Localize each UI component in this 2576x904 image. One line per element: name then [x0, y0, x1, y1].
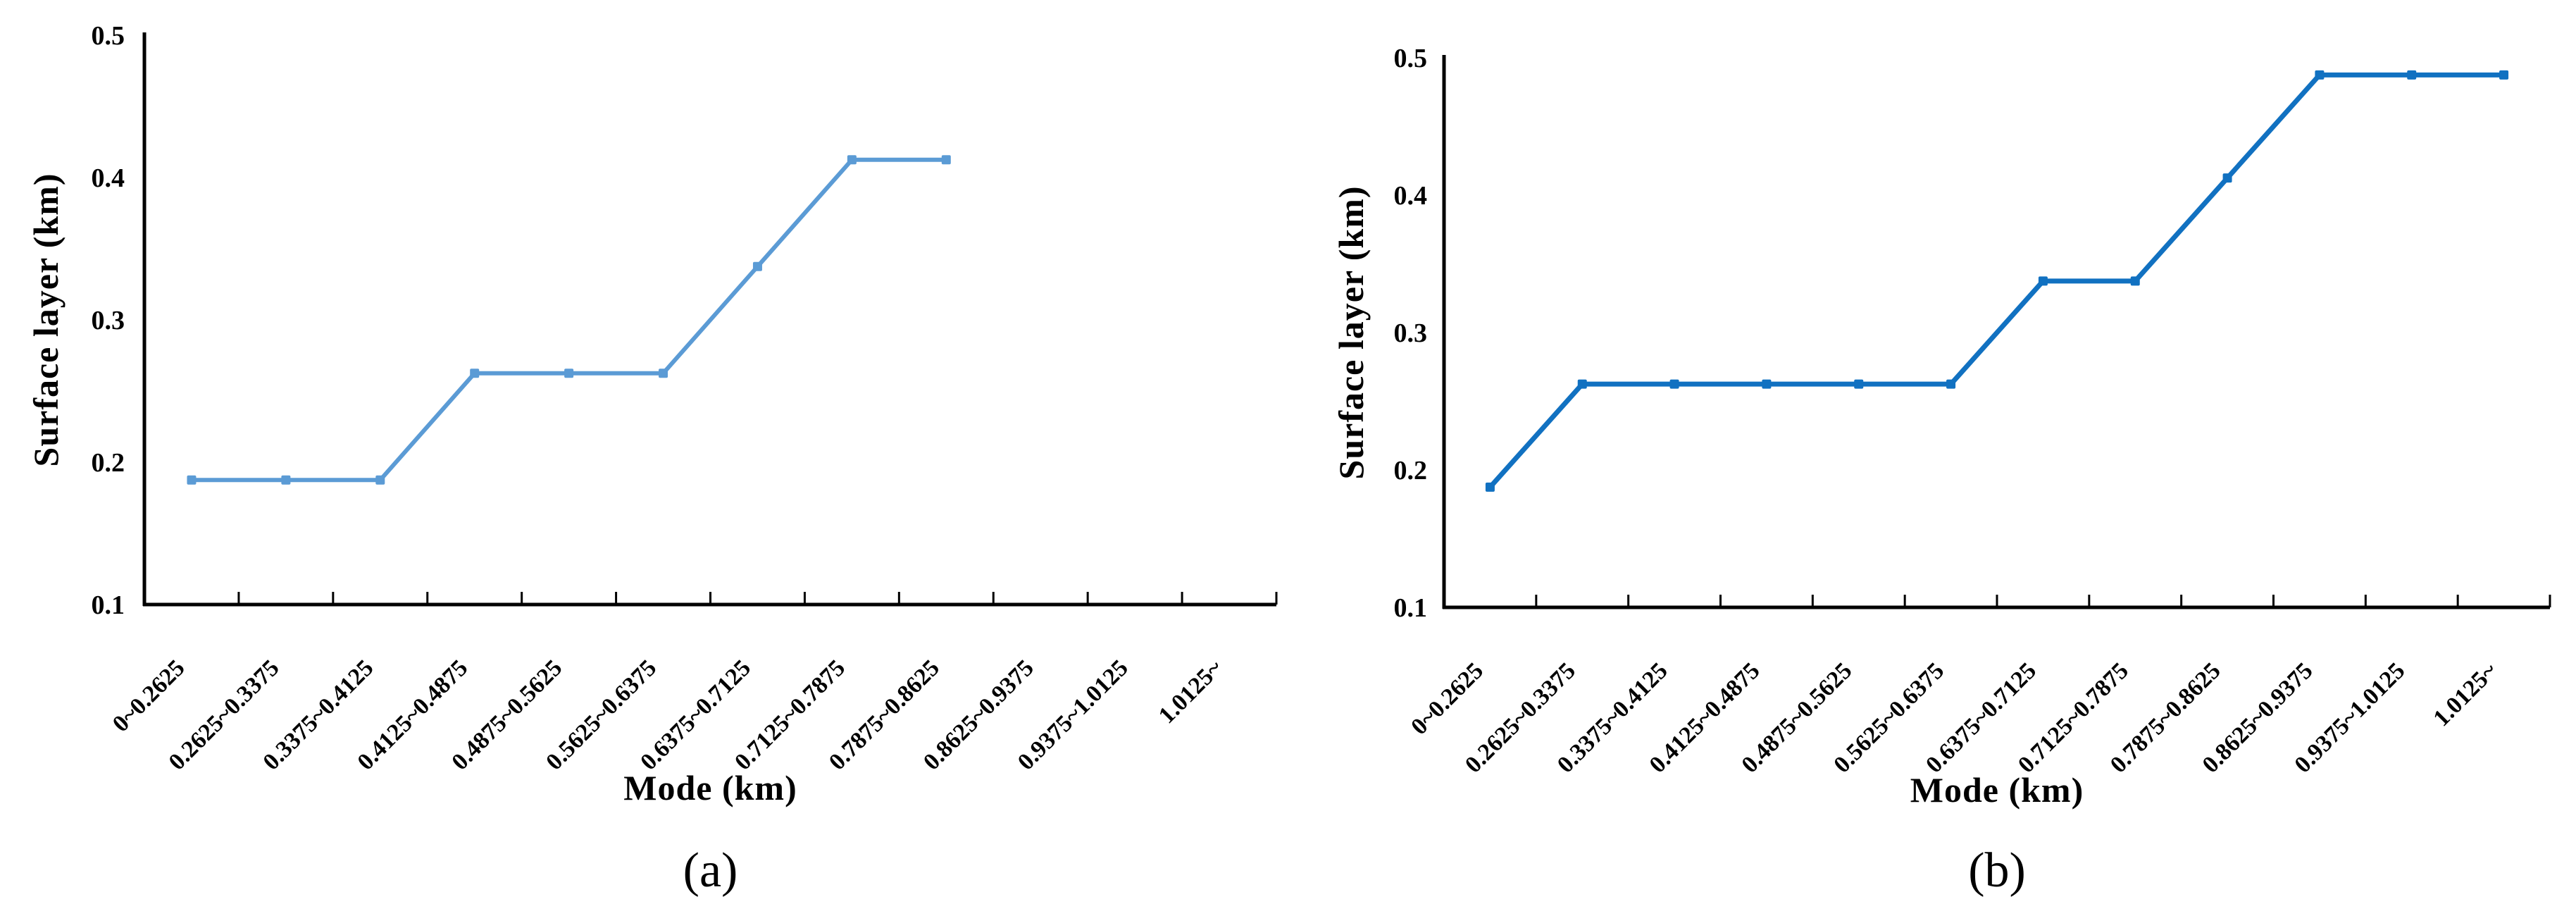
y-tick-label: 0.5 — [92, 21, 125, 51]
y-tick-label: 0.1 — [92, 590, 125, 620]
y-tick-label: 0.3 — [92, 306, 125, 335]
data-point-marker — [187, 475, 197, 485]
x-axis-title: Mode (km) — [623, 768, 797, 807]
data-point-marker — [941, 155, 951, 165]
data-point-marker — [2499, 70, 2509, 80]
y-tick-label: 0.1 — [1394, 593, 1428, 623]
data-point-marker — [470, 369, 480, 378]
x-tick-label: 0~0.2625 — [108, 655, 190, 737]
panel-caption: (b) — [1968, 843, 2026, 898]
data-point-marker — [281, 475, 291, 485]
data-point-marker — [659, 369, 668, 378]
data-point-marker — [1485, 482, 1495, 492]
data-point-marker — [2315, 70, 2325, 80]
chart-panel-b: 0.10.20.30.40.50~0.26250.2625~0.33750.33… — [1331, 44, 2551, 898]
data-point-marker — [1946, 379, 1956, 389]
chart-panel-a: 0.10.20.30.40.50~0.26250.2625~0.33750.33… — [26, 21, 1278, 898]
data-point-marker — [2407, 70, 2417, 80]
data-point-marker — [564, 369, 574, 378]
data-point-marker — [752, 261, 762, 271]
panel-caption: (a) — [683, 843, 738, 898]
data-point-marker — [2130, 276, 2140, 286]
data-point-marker — [847, 155, 857, 165]
y-tick-label: 0.2 — [92, 448, 125, 478]
y-tick-label: 0.4 — [1394, 181, 1428, 211]
x-tick-label: 1.0125~ — [1154, 655, 1228, 729]
y-axis-title: Surface layer (km) — [26, 173, 66, 467]
data-point-marker — [2038, 276, 2048, 286]
data-point-marker — [2222, 173, 2232, 183]
x-axis-title: Mode (km) — [1910, 770, 2084, 810]
series-line — [1487, 72, 2507, 490]
y-tick-label: 0.4 — [92, 163, 125, 193]
y-tick-label: 0.2 — [1394, 456, 1428, 485]
data-point-marker — [1762, 379, 1772, 389]
x-tick-label: 0~0.2625 — [1406, 657, 1488, 740]
data-point-marker — [1854, 379, 1864, 389]
data-point-marker — [375, 475, 385, 485]
y-tick-label: 0.5 — [1394, 44, 1428, 73]
x-tick-label: 1.0125~ — [2428, 657, 2502, 731]
data-point-marker — [1577, 379, 1587, 389]
y-axis-title: Surface layer (km) — [1331, 186, 1371, 480]
y-tick-label: 0.3 — [1394, 318, 1428, 348]
data-point-marker — [1669, 379, 1679, 389]
series-line — [189, 157, 949, 483]
